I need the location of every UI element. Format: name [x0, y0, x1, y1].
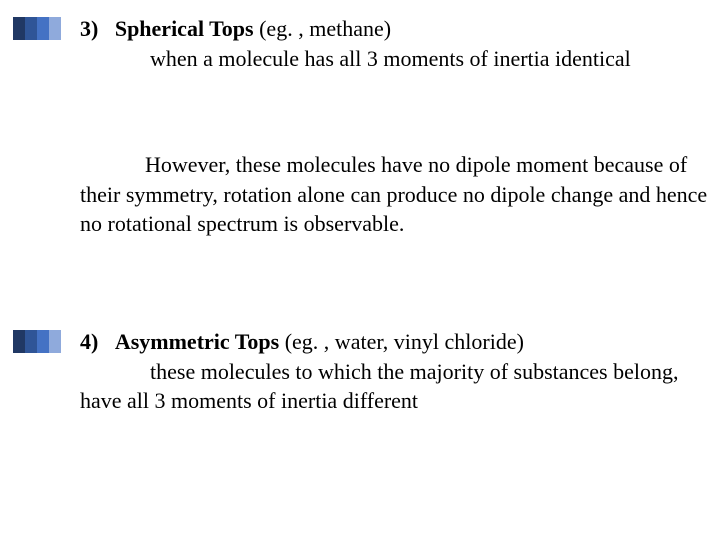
item-number: 3)	[80, 16, 98, 41]
bar-lightest	[49, 17, 61, 40]
item-example: (eg. , water, vinyl chloride)	[279, 329, 524, 354]
bullet-bars-1	[13, 17, 61, 40]
bar-dark	[13, 330, 25, 353]
section-spherical-tops: 3) Spherical Tops (eg. , methane) when a…	[80, 14, 710, 73]
bar-mid	[25, 330, 37, 353]
section-asymmetric-tops: 4) Asymmetric Tops (eg. , water, vinyl c…	[80, 327, 710, 416]
item-detail: when a molecule has all 3 moments of ine…	[150, 46, 631, 71]
paragraph-dipole: However, these molecules have no dipole …	[80, 150, 710, 239]
item-title: Asymmetric Tops	[115, 329, 279, 354]
bar-light	[37, 330, 49, 353]
item-example: (eg. , methane)	[254, 16, 391, 41]
bar-dark	[13, 17, 25, 40]
paragraph-text: However, these molecules have no dipole …	[80, 152, 707, 236]
item-number: 4)	[80, 329, 98, 354]
bar-lightest	[49, 330, 61, 353]
bullet-bars-2	[13, 330, 61, 353]
item-title: Spherical Tops	[115, 16, 254, 41]
item-detail: these molecules to which the majority of…	[80, 359, 678, 414]
bar-mid	[25, 17, 37, 40]
bar-light	[37, 17, 49, 40]
